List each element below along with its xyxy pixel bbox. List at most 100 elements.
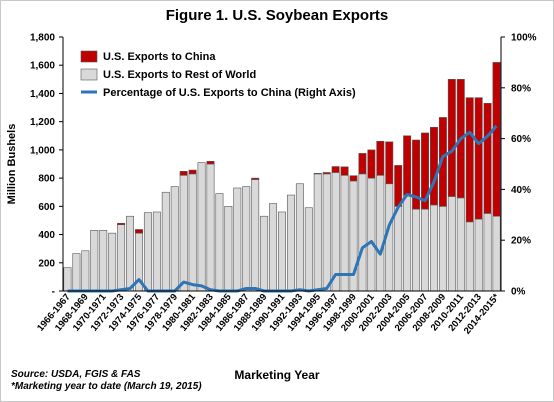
bar-rest-of-world [465, 221, 474, 292]
bar-rest-of-world [206, 163, 215, 292]
bar-rest-of-world [403, 194, 412, 292]
bar-rest-of-world [72, 253, 81, 292]
bar-rest-of-world [179, 174, 188, 292]
y-tick-label: 1,400 [30, 89, 55, 100]
bar-china [188, 169, 197, 175]
y-tick-label: 1,000 [30, 145, 55, 156]
x-axis-label: Marketing Year [234, 368, 320, 382]
bar-china [349, 175, 358, 182]
chart-title: Figure 1. U.S. Soybean Exports [165, 7, 389, 24]
bar-rest-of-world [90, 230, 99, 292]
bar-rest-of-world [394, 206, 403, 292]
bar-china [447, 79, 456, 197]
bar-rest-of-world [152, 211, 161, 292]
bar-rest-of-world [313, 173, 322, 292]
bar-china [322, 172, 331, 175]
bar-rest-of-world [322, 173, 331, 292]
source-line: Source: USDA, FGIS & FAS [11, 369, 141, 380]
bar-rest-of-world [143, 212, 152, 292]
bar-rest-of-world [63, 267, 72, 292]
bar-rest-of-world [474, 218, 483, 292]
bar-rest-of-world [188, 173, 197, 292]
bar-rest-of-world [215, 193, 224, 292]
y2-tick-label: 20% [511, 236, 531, 247]
bar-rest-of-world [126, 215, 135, 292]
bar-china [412, 139, 421, 210]
bar-china [313, 173, 322, 175]
bar-rest-of-world [170, 186, 179, 292]
y2-tick-label: 80% [511, 83, 531, 94]
bar-china [367, 149, 376, 179]
bar-rest-of-world [99, 230, 108, 292]
bar-rest-of-world [456, 197, 465, 292]
y2-tick-label: 100% [511, 33, 537, 44]
y-tick-label: 1,600 [30, 61, 55, 72]
bar-china [474, 97, 483, 220]
legend: U.S. Exports to China U.S. Exports to Res… [80, 50, 356, 99]
bar-rest-of-world [81, 250, 90, 292]
bar-china [358, 153, 367, 175]
y-tick-label: - [52, 287, 55, 298]
source-note: Source: USDA, FGIS & FAS *Marketing year… [11, 369, 202, 393]
y2-tick-label: 0% [511, 287, 526, 298]
bar-rest-of-world [483, 213, 492, 292]
axes-layer: Million Bushels - 200 400 600 800 1,000 1,200 1,… [6, 33, 537, 337]
y-tick-label: 1,800 [30, 33, 55, 44]
y-axis-label: Million Bushels [6, 124, 18, 205]
bar-rest-of-world [367, 177, 376, 292]
y-tick-label: 1,200 [30, 117, 55, 128]
bar-rest-of-world [269, 203, 278, 292]
bar-rest-of-world [286, 194, 295, 292]
bar-rest-of-world [358, 173, 367, 292]
bar-china [117, 222, 126, 225]
bar-rest-of-world [224, 206, 233, 292]
bar-rest-of-world [304, 207, 313, 292]
bar-china [251, 177, 260, 180]
bar-rest-of-world [492, 215, 501, 292]
bar-china [483, 103, 492, 214]
y2-tick-label: 40% [511, 185, 531, 196]
bar-china [331, 166, 340, 173]
bar-china [385, 141, 394, 185]
y2-tick-label: 60% [511, 134, 531, 145]
legend-swatch-china [80, 50, 98, 63]
bar-china [179, 171, 188, 176]
y-tick-label: 200 [38, 258, 55, 269]
y-tick-label: 400 [38, 230, 55, 241]
bar-china [421, 132, 429, 210]
bar-rest-of-world [108, 232, 117, 292]
bar-china [376, 140, 385, 176]
bar-rest-of-world [421, 208, 429, 292]
bar-rest-of-world [278, 211, 286, 292]
bar-rest-of-world [117, 224, 126, 292]
bar-rest-of-world [438, 206, 447, 292]
bar-rest-of-world [429, 204, 438, 292]
legend-label-china: U.S. Exports to China [103, 51, 216, 63]
bars-layer [63, 62, 501, 292]
bar-rest-of-world [242, 186, 251, 292]
bar-china [403, 135, 412, 196]
bar-rest-of-world [260, 215, 269, 292]
footnote-line: *Marketing year to date (March 19, 2015) [11, 381, 202, 392]
bar-rest-of-world [161, 191, 170, 292]
bar-china [340, 166, 349, 176]
bar-china [438, 117, 447, 207]
bar-china [492, 62, 501, 217]
bar-china [465, 97, 474, 223]
bar-china [394, 165, 403, 207]
bar-rest-of-world [233, 187, 242, 292]
bar-rest-of-world [412, 208, 421, 292]
bar-china [206, 161, 215, 165]
bar-rest-of-world [295, 183, 304, 292]
legend-label-rest-of-world: U.S. Exports to Rest of World [103, 69, 256, 81]
bar-china [135, 229, 143, 234]
bar-china [429, 127, 438, 206]
legend-swatch-rest-of-world [80, 68, 98, 81]
legend-label-percent: Percentage of U.S. Exports to China (Rig… [103, 87, 356, 99]
y-tick-label: 800 [38, 174, 55, 185]
y-tick-label: 600 [38, 202, 55, 213]
bar-rest-of-world [251, 179, 260, 292]
bar-rest-of-world [447, 196, 456, 292]
